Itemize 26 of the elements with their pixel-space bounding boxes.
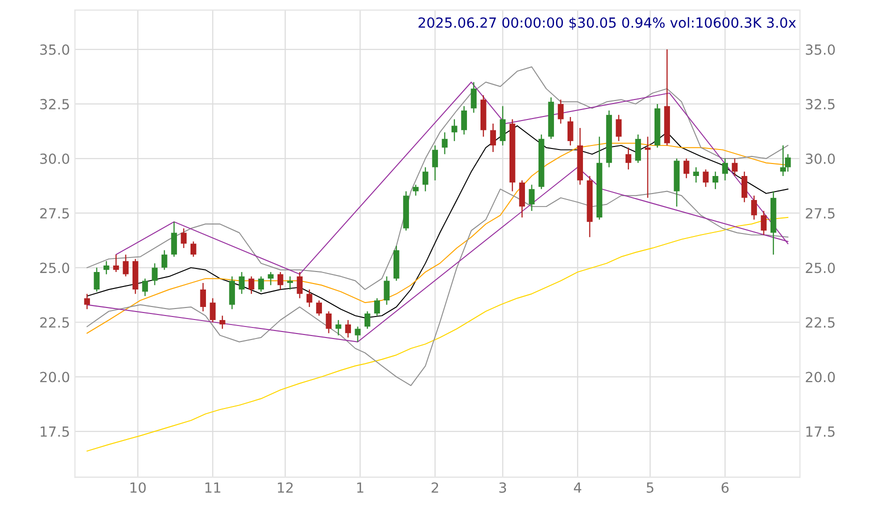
y2-tick-label: 17.5 [806,426,835,437]
chart-title: 2025.06.27 00:00:00 $30.05 0.94% vol:10600.3K 3.0x [418,17,796,30]
x-tick-label: 2 [432,482,438,493]
y2-tick-label: 22.5 [806,317,835,328]
x-tick-label: 1 [357,482,364,493]
y-tick-label: 25.0 [40,262,70,274]
y2-tick-label: 25.0 [806,262,835,274]
y-tick-label: 20.0 [40,372,70,382]
y-tick-label: 22.5 [40,317,69,328]
y-tick-label: 17.5 [40,426,69,437]
y-tick-label: 30.0 [40,154,70,164]
x-tick-label: 5 [646,482,654,493]
y-tick-label: 35.0 [40,44,70,55]
x-tick-label: 3 [499,482,506,493]
y-tick-label: 32.5 [40,98,69,110]
y2-tick-label: 30.0 [806,154,835,164]
x-tick-label: 4 [574,482,582,493]
x-tick-label: 12 [278,482,293,493]
y-tick-label: 27.5 [40,208,69,219]
x-tick-label: 10 [130,482,146,493]
x-tick-label: 11 [205,482,220,493]
y2-tick-label: 20.0 [806,372,835,382]
y2-tick-label: 32.5 [806,98,835,110]
x-tick-label: 6 [722,482,729,493]
y2-tick-label: 35.0 [806,44,835,55]
y2-tick-label: 27.5 [806,208,835,219]
